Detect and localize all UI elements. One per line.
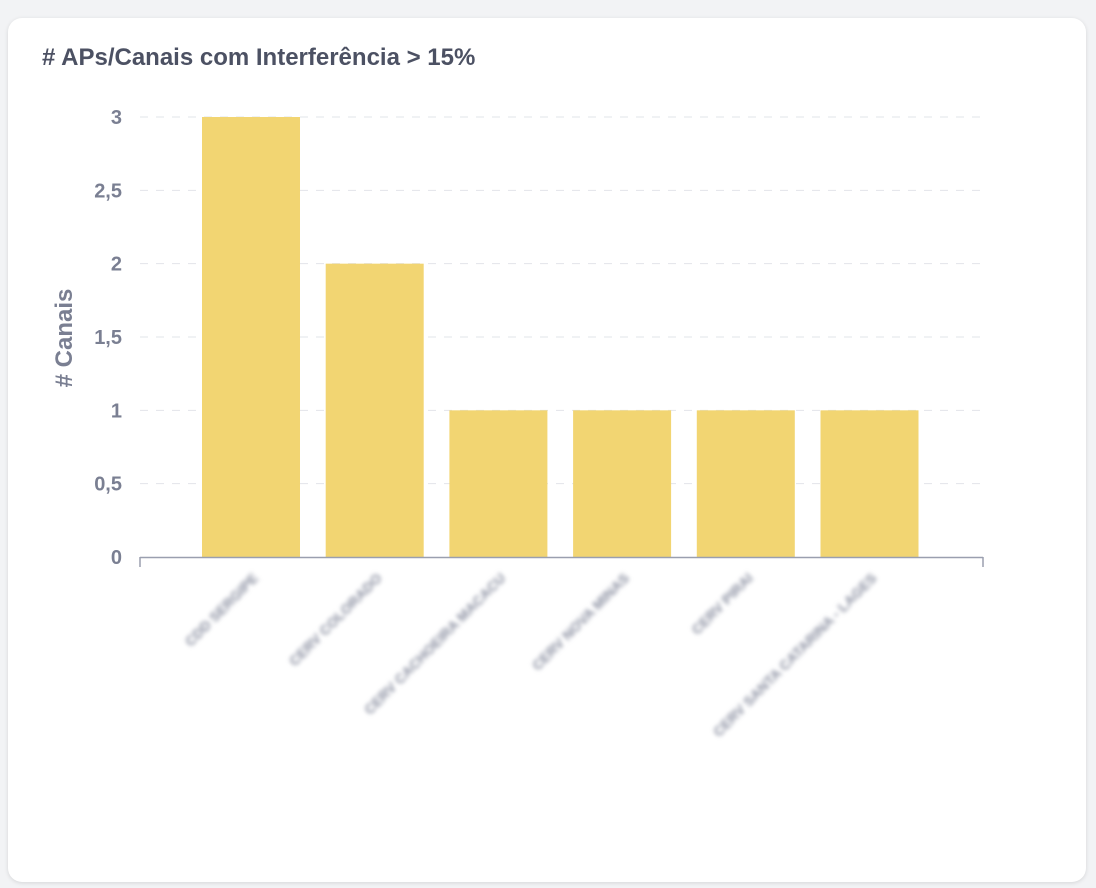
y-tick-label: 2 — [111, 254, 122, 276]
grid-lines — [140, 116, 983, 485]
y-axis-title: # Canais — [51, 289, 78, 388]
y-tick-label: 1,5 — [94, 327, 122, 349]
y-tick-labels: 0 0,5 1 1,5 2 2,5 3 — [94, 107, 122, 569]
chart-title: # APs/Canais com Interferência > 15% — [42, 44, 476, 71]
x-tick-label: CERV NOVA MINAS — [529, 570, 633, 674]
x-tick-label: CERV COLORADO — [286, 570, 385, 669]
y-tick-label: 0 — [111, 547, 122, 569]
y-tick-label: 1 — [111, 400, 122, 422]
bar[interactable] — [696, 410, 795, 557]
axes — [139, 556, 984, 567]
x-tick-label: CERV PIRAI — [688, 570, 756, 638]
y-tick-label: 3 — [111, 107, 122, 129]
bar[interactable] — [325, 263, 424, 557]
bar[interactable] — [449, 410, 548, 557]
bars — [202, 117, 919, 557]
x-tick-label: CDD SERGIPE — [182, 570, 262, 650]
y-tick-label: 0,5 — [94, 474, 122, 496]
x-tick-label: CERV CACHOEIRA MACACU — [361, 570, 509, 718]
bar[interactable] — [202, 117, 300, 557]
bar[interactable] — [573, 410, 672, 557]
y-tick-label: 2,5 — [94, 180, 122, 202]
bar[interactable] — [820, 410, 919, 557]
